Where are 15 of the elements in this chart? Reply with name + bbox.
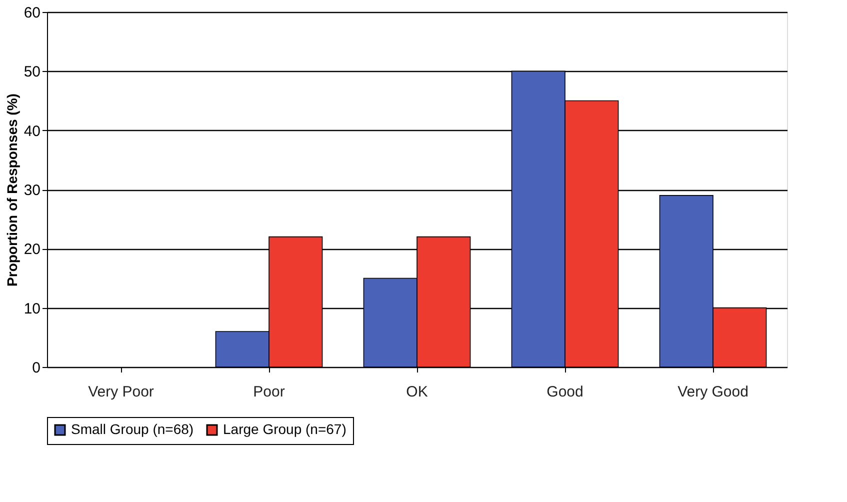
y-tick-label: 30 xyxy=(24,182,40,199)
legend-label: Small Group (n=68) xyxy=(71,421,194,437)
x-tick-label: Good xyxy=(546,384,584,400)
x-tick-label: Very Good xyxy=(678,384,748,400)
x-tick-label: Poor xyxy=(253,384,285,400)
y-tick-label: 20 xyxy=(24,241,40,258)
x-tick-label: Very Poor xyxy=(88,384,154,400)
x-tick-label: OK xyxy=(406,384,428,400)
y-tick-label: 10 xyxy=(24,300,40,318)
y-tick-label: 40 xyxy=(24,122,40,140)
y-tick-label: 50 xyxy=(24,64,40,81)
y-axis-title: Proportion of Responses (%) xyxy=(4,94,20,286)
y-tick-label: 60 xyxy=(24,4,40,22)
legend-label: Large Group (n=67) xyxy=(223,421,346,437)
y-tick-label: 0 xyxy=(32,360,40,376)
